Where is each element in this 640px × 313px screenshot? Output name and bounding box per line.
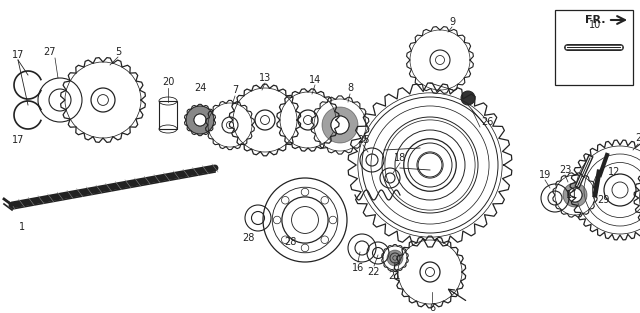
Text: 17: 17 [12,135,24,145]
Circle shape [461,91,475,105]
Circle shape [194,114,206,126]
Text: 18: 18 [394,153,406,163]
Text: 7: 7 [232,85,238,95]
Text: 27: 27 [44,47,56,57]
Text: 12: 12 [608,167,620,177]
Text: 11: 11 [566,190,578,200]
Text: 24: 24 [194,83,206,93]
Circle shape [186,106,214,134]
Text: 21: 21 [388,271,400,281]
Text: 5: 5 [115,47,121,57]
Text: 28: 28 [242,233,254,243]
Circle shape [568,188,582,202]
Text: FR.: FR. [585,15,605,25]
Text: 10: 10 [589,20,601,30]
Text: 6: 6 [429,303,435,313]
Text: 2: 2 [635,133,640,143]
Text: 14: 14 [309,75,321,85]
Text: 28: 28 [284,237,296,247]
Circle shape [387,250,403,266]
Bar [555,10,633,85]
Bar [159,101,177,129]
Text: 13: 13 [259,73,271,83]
Text: 1: 1 [19,222,25,232]
Text: 26: 26 [481,117,493,127]
Text: 22: 22 [368,267,380,277]
Text: 9: 9 [449,17,455,27]
Circle shape [563,183,587,207]
Circle shape [322,107,358,143]
Text: 19: 19 [539,170,551,180]
Text: 25: 25 [356,135,369,145]
Circle shape [331,116,349,134]
Text: 23: 23 [559,165,571,175]
Text: 16: 16 [352,263,364,273]
Text: 17: 17 [12,50,24,60]
Text: 29: 29 [597,195,609,205]
Text: 20: 20 [162,77,174,87]
Text: 8: 8 [347,83,353,93]
